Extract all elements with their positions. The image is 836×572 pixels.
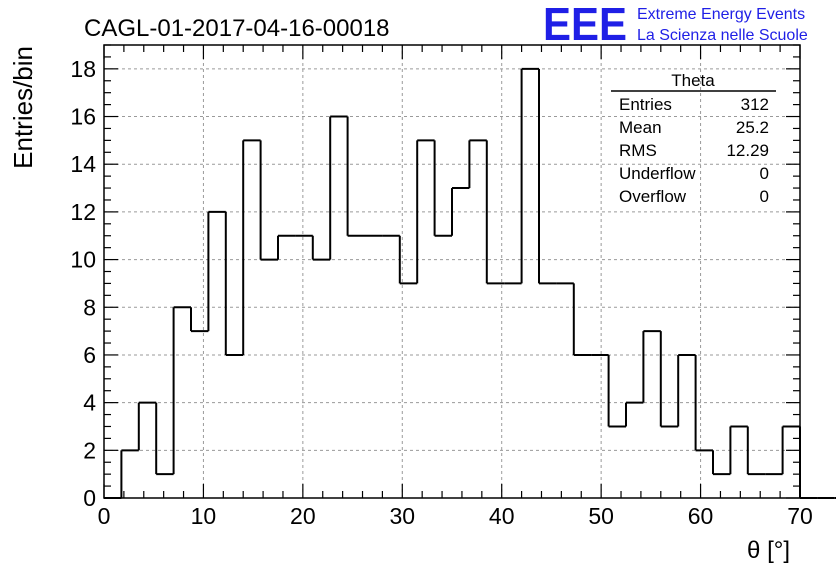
stats-label-rms: RMS: [619, 141, 657, 160]
histogram-bin: [259, 140, 278, 261]
histogram-bin: [416, 139, 435, 284]
histogram-bin: [694, 354, 713, 452]
y-tick-label: 14: [70, 151, 96, 177]
histogram-bin: [120, 449, 139, 498]
histogram-bin: [172, 306, 191, 475]
histogram-bin: [155, 402, 174, 476]
stats-title: Theta: [671, 71, 715, 90]
stats-label-entries: Entries: [619, 95, 672, 114]
histogram-bin: [607, 354, 626, 428]
y-tick-label: 16: [70, 104, 96, 130]
axes: 0 10 20 30 40 50 60 70 0 2 4 6 8 10 12 14 16 18: [70, 44, 813, 529]
histogram-bin: [346, 116, 365, 237]
histogram-bin: [712, 450, 731, 476]
grid: [104, 45, 800, 498]
stats-value-entries: 312: [741, 95, 769, 114]
stats-value-rms: 12.29: [726, 141, 769, 160]
histogram-bin: [729, 425, 748, 475]
y-tick-label: 6: [83, 342, 96, 368]
x-tick-label: 30: [389, 503, 415, 529]
x-tick-label: 50: [588, 503, 614, 529]
x-tick-label: 20: [290, 503, 316, 529]
x-tick-label: 0: [98, 503, 111, 529]
histogram-bin: [572, 283, 592, 356]
logo-line2: La Scienza nelle Scuole: [637, 27, 808, 44]
histogram-bin: [468, 139, 487, 189]
histogram-bin: [520, 67, 539, 284]
stats-label-underflow: Underflow: [619, 164, 696, 183]
histogram-bin: [207, 210, 226, 332]
y-axis-label: Entries/bin: [8, 46, 38, 169]
x-tick-label: 40: [489, 503, 515, 529]
histogram-bin: [485, 140, 505, 285]
histogram-bin: [137, 401, 157, 451]
stats-value-underflow: 0: [760, 164, 769, 183]
stats-value-overflow: 0: [760, 187, 769, 206]
y-tick-label: 8: [83, 294, 96, 320]
histogram-bin: [277, 234, 296, 260]
histogram-bin: [538, 68, 557, 285]
histogram-bin: [625, 401, 644, 427]
histogram-bin: [799, 426, 818, 499]
x-tick-label: 70: [787, 503, 813, 529]
y-tick-label: 4: [83, 390, 96, 416]
histogram-bin: [311, 235, 331, 261]
histogram-bin: [242, 139, 261, 355]
logo-mark: EEE: [543, 0, 627, 50]
histogram-bin: [398, 235, 418, 285]
x-tick-label: 60: [688, 503, 714, 529]
x-tick-label: 10: [191, 503, 217, 529]
chart-title: CAGL-01-2017-04-16-00018: [84, 15, 390, 42]
logo-line1: Extreme Energy Events: [637, 6, 805, 23]
y-tick-label: 2: [83, 437, 96, 463]
x-axis-label: θ [°]: [747, 537, 790, 564]
stats-value-mean: 25.2: [736, 118, 769, 137]
y-tick-label: 0: [83, 485, 96, 511]
histogram-bin: [659, 331, 679, 428]
histogram-series: [104, 67, 836, 499]
stats-label-overflow: Overflow: [619, 187, 687, 206]
stats-label-mean: Mean: [619, 118, 662, 137]
histogram-bin: [677, 353, 696, 427]
histogram-bin: [224, 211, 244, 356]
y-tick-label: 10: [70, 247, 96, 273]
histogram-bin: [451, 187, 470, 236]
y-tick-label: 18: [70, 56, 96, 82]
histogram-bin: [746, 426, 766, 476]
histogram-bin: [642, 330, 661, 403]
histogram-bin: [433, 140, 452, 237]
y-tick-label: 12: [70, 199, 96, 225]
stats-box: Theta Entries 312 Mean 25.2 RMS 12.29 Un…: [611, 71, 776, 206]
eee-logo: EEE Extreme Energy Events La Scienza nel…: [543, 0, 808, 50]
histogram-bin: [329, 115, 348, 260]
histogram-bin: [190, 307, 209, 333]
